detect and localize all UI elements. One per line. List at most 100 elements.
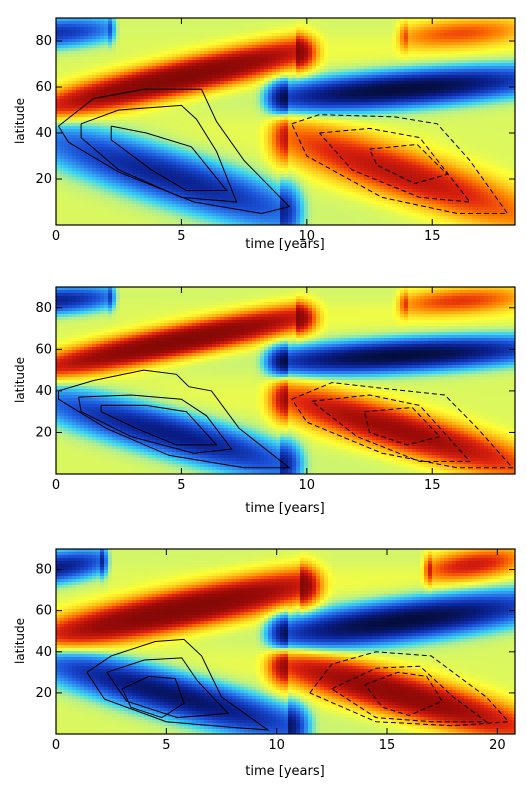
heatmap-cell [336,126,341,130]
heatmap-cell [60,210,65,214]
heatmap-cell [176,180,181,184]
heatmap-cell [332,42,337,46]
heatmap-cell [92,129,97,133]
heatmap-cell [316,192,321,196]
heatmap-cell [316,108,321,112]
heatmap-cell [328,21,333,25]
heatmap-cell [280,171,285,175]
heatmap-cell [128,78,133,82]
heatmap-cell [304,156,309,160]
heatmap-cell [320,129,325,133]
heatmap-cell [112,207,117,211]
heatmap-cell [288,102,293,106]
heatmap-cell [324,69,329,73]
heatmap-cell [272,159,277,163]
heatmap-cell [276,129,281,133]
heatmap-cell [84,90,89,94]
heatmap-cell [128,81,133,85]
heatmap-cell [304,198,309,202]
heatmap-cell [120,87,125,91]
heatmap-cell [84,192,89,196]
heatmap-cell [188,198,193,202]
heatmap-cell [232,45,237,49]
heatmap-cell [340,108,345,112]
heatmap-cell [68,189,73,193]
heatmap-cell [112,21,117,25]
heatmap-cell [272,42,277,46]
heatmap-cell [108,102,113,106]
heatmap-cell [296,123,301,127]
heatmap-cell [192,222,197,225]
heatmap-cell [292,165,297,169]
heatmap-cell [296,39,301,43]
heatmap-cell [236,222,241,225]
heatmap-cell [156,213,161,217]
heatmap-cell [176,183,181,187]
heatmap-cell [296,93,301,97]
heatmap-cell [224,27,229,31]
heatmap-cell [228,192,233,196]
heatmap-cell [268,168,273,172]
heatmap-cell [104,219,109,223]
heatmap-cell [280,30,285,34]
heatmap-cell [116,210,121,214]
heatmap-cell [280,177,285,181]
heatmap-cell [140,72,145,76]
heatmap-cell [256,108,261,112]
heatmap-cell [136,114,141,118]
heatmap-cell [228,165,233,169]
heatmap-cell [300,141,305,145]
heatmap-cell [312,219,317,223]
heatmap-cell [220,162,225,166]
heatmap-cell [172,210,177,214]
heatmap-cell [148,66,153,70]
heatmap-cell [276,165,281,169]
heatmap-cell [196,150,201,154]
heatmap-cell [76,129,81,133]
heatmap-cell [184,156,189,160]
heatmap-cell [220,102,225,106]
heatmap-cell [272,195,277,199]
heatmap-cell [196,222,201,225]
heatmap-cell [64,90,69,94]
heatmap-cell [132,144,137,148]
heatmap-cell [280,213,285,217]
heatmap-cell [184,114,189,118]
heatmap-cell [84,75,89,79]
heatmap-cell [144,42,149,46]
heatmap-cell [276,216,281,220]
heatmap-cell [252,204,257,208]
heatmap-cell [236,135,241,139]
heatmap-cell [88,18,93,22]
heatmap-cell [112,36,117,40]
heatmap-cell [180,129,185,133]
heatmap-cell [160,78,165,82]
heatmap-cell [152,54,157,58]
heatmap-cell [144,207,149,211]
heatmap-cell [212,48,217,52]
heatmap-cell [200,165,205,169]
heatmap-cell [124,150,129,154]
heatmap-cell [156,204,161,208]
heatmap-cell [140,132,145,136]
heatmap-cell [272,192,277,196]
heatmap-cell [208,219,213,223]
heatmap-cell [300,183,305,187]
heatmap-cell [136,93,141,97]
heatmap-cell [168,27,173,31]
heatmap-cell [256,27,261,31]
heatmap-cell [284,90,289,94]
heatmap-cell [56,186,61,190]
heatmap-cell [244,72,249,76]
heatmap-cell [100,108,105,112]
heatmap-cell [144,69,149,73]
heatmap-cell [248,156,253,160]
heatmap-cell [144,219,149,223]
heatmap-cell [324,213,329,217]
heatmap-cell [264,81,269,85]
heatmap-cell [96,201,101,205]
heatmap-cell [268,66,273,70]
heatmap-cell [240,165,245,169]
heatmap-cell [56,165,61,169]
heatmap-cell [224,153,229,157]
